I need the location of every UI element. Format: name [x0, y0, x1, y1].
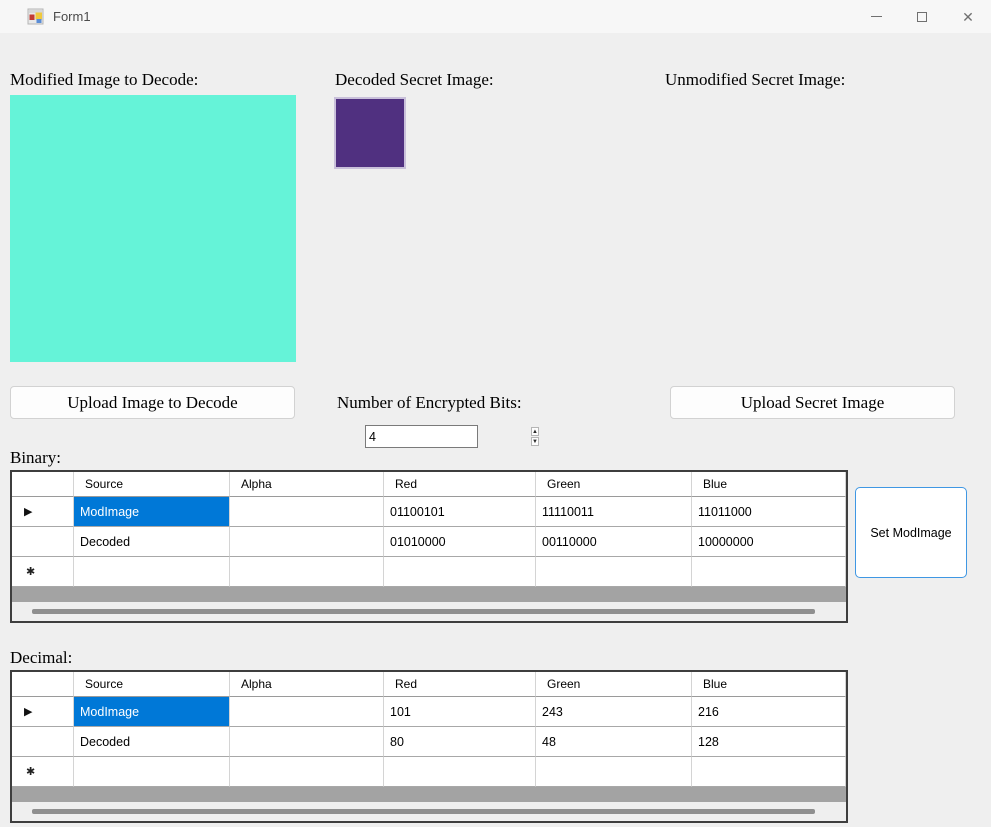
cell-green[interactable]: 48: [536, 727, 692, 757]
cell-source[interactable]: ModImage: [74, 697, 230, 727]
horizontal-scrollbar[interactable]: [12, 802, 846, 821]
minimize-button[interactable]: [853, 0, 899, 33]
new-row-header[interactable]: ✱: [12, 557, 74, 587]
table-row: Decoded 80 48 128: [12, 727, 846, 757]
cell-alpha[interactable]: [230, 497, 384, 527]
new-row-header[interactable]: ✱: [12, 757, 74, 787]
grid-background-filler: [12, 787, 846, 802]
current-row-arrow-icon: ▶: [24, 706, 33, 718]
cell-blue[interactable]: [692, 557, 846, 587]
binary-col-blue[interactable]: Blue: [692, 472, 846, 497]
cell-blue[interactable]: 216: [692, 697, 846, 727]
app-icon: [27, 8, 44, 25]
cell-alpha[interactable]: [230, 757, 384, 787]
binary-col-alpha[interactable]: Alpha: [230, 472, 384, 497]
binary-corner-header[interactable]: [12, 472, 74, 497]
cell-green[interactable]: 11110011: [536, 497, 692, 527]
new-row-asterisk-icon: ✱: [26, 766, 36, 778]
minimize-icon: [870, 16, 882, 17]
row-header-current[interactable]: ▶: [12, 497, 74, 527]
cell-green[interactable]: [536, 557, 692, 587]
cell-green[interactable]: [536, 757, 692, 787]
table-row: ▶ ModImage 01100101 11110011 11011000: [12, 497, 846, 527]
binary-col-source[interactable]: Source: [74, 472, 230, 497]
decoded-image: [334, 97, 406, 169]
titlebar: Form1 ✕: [0, 0, 991, 33]
set-modimage-button[interactable]: Set ModImage: [855, 487, 967, 578]
cell-source[interactable]: [74, 757, 230, 787]
unmodified-image-label: Unmodified Secret Image:: [665, 70, 846, 89]
current-row-arrow-icon: ▶: [24, 506, 33, 518]
row-header[interactable]: [12, 727, 74, 757]
scrollbar-thumb[interactable]: [32, 809, 815, 814]
cell-blue[interactable]: [692, 757, 846, 787]
new-row-asterisk-icon: ✱: [26, 566, 36, 578]
maximize-icon: [917, 11, 927, 22]
cell-red[interactable]: [384, 757, 536, 787]
decimal-col-green[interactable]: Green: [536, 672, 692, 697]
decimal-col-source[interactable]: Source: [74, 672, 230, 697]
encrypted-bits-label: Number of Encrypted Bits:: [337, 393, 522, 412]
close-icon: ✕: [962, 8, 974, 25]
close-button[interactable]: ✕: [945, 0, 991, 33]
cell-blue[interactable]: 11011000: [692, 497, 846, 527]
scrollbar-thumb[interactable]: [32, 609, 815, 614]
cell-green[interactable]: 243: [536, 697, 692, 727]
decimal-col-blue[interactable]: Blue: [692, 672, 846, 697]
encrypted-bits-input[interactable]: [366, 426, 530, 447]
cell-red[interactable]: [384, 557, 536, 587]
maximize-button[interactable]: [899, 0, 945, 33]
table-new-row: ✱: [12, 757, 846, 787]
chevron-up-icon: ▲: [532, 428, 538, 435]
upload-secret-image-button[interactable]: Upload Secret Image: [670, 386, 955, 419]
window-title: Form1: [53, 9, 91, 24]
chevron-down-icon: ▼: [532, 438, 538, 445]
cell-source[interactable]: ModImage: [74, 497, 230, 527]
cell-alpha[interactable]: [230, 697, 384, 727]
cell-red[interactable]: 80: [384, 727, 536, 757]
cell-blue[interactable]: 10000000: [692, 527, 846, 557]
cell-alpha[interactable]: [230, 527, 384, 557]
row-header-current[interactable]: ▶: [12, 697, 74, 727]
table-new-row: ✱: [12, 557, 846, 587]
encrypted-bits-stepper[interactable]: ▲ ▼: [365, 425, 539, 448]
cell-alpha[interactable]: [230, 727, 384, 757]
binary-table: Source Alpha Red Green Blue ▶ ModImage 0…: [10, 470, 848, 623]
cell-red[interactable]: 01100101: [384, 497, 536, 527]
decimal-corner-header[interactable]: [12, 672, 74, 697]
cell-red[interactable]: 101: [384, 697, 536, 727]
stepper-up-button[interactable]: ▲: [531, 427, 539, 436]
cell-red[interactable]: 01010000: [384, 527, 536, 557]
decimal-col-alpha[interactable]: Alpha: [230, 672, 384, 697]
decimal-table: Source Alpha Red Green Blue ▶ ModImage 1…: [10, 670, 848, 823]
decimal-section-label: Decimal:: [10, 648, 73, 667]
cell-source[interactable]: Decoded: [74, 727, 230, 757]
upload-image-to-decode-button[interactable]: Upload Image to Decode: [10, 386, 295, 419]
table-row: ▶ ModImage 101 243 216: [12, 697, 846, 727]
cell-alpha[interactable]: [230, 557, 384, 587]
decimal-col-red[interactable]: Red: [384, 672, 536, 697]
cell-source[interactable]: [74, 557, 230, 587]
table-row: Decoded 01010000 00110000 10000000: [12, 527, 846, 557]
binary-section-label: Binary:: [10, 448, 61, 467]
cell-blue[interactable]: 128: [692, 727, 846, 757]
binary-col-red[interactable]: Red: [384, 472, 536, 497]
modified-image: [10, 95, 296, 362]
binary-col-green[interactable]: Green: [536, 472, 692, 497]
cell-source[interactable]: Decoded: [74, 527, 230, 557]
decoded-image-label: Decoded Secret Image:: [335, 70, 494, 89]
grid-background-filler: [12, 587, 846, 602]
horizontal-scrollbar[interactable]: [12, 602, 846, 621]
modified-image-label: Modified Image to Decode:: [10, 70, 199, 89]
row-header[interactable]: [12, 527, 74, 557]
stepper-down-button[interactable]: ▼: [531, 437, 539, 446]
cell-green[interactable]: 00110000: [536, 527, 692, 557]
